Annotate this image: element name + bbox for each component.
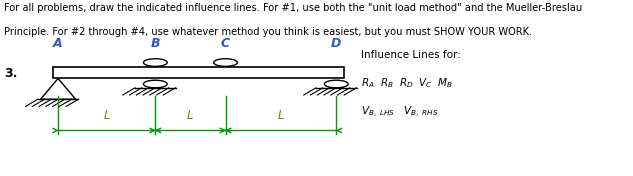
Circle shape	[324, 80, 348, 88]
Circle shape	[214, 59, 237, 66]
Text: C: C	[221, 37, 230, 50]
Text: $R_A$  $R_B$  $R_D$  $V_C$  $M_B$: $R_A$ $R_B$ $R_D$ $V_C$ $M_B$	[361, 76, 453, 90]
Text: A: A	[53, 37, 63, 50]
Bar	[53, 67, 344, 78]
Text: L: L	[278, 109, 284, 122]
Text: L: L	[187, 109, 194, 122]
Text: Principle. For #2 through #4, use whatever method you think is easiest, but you : Principle. For #2 through #4, use whatev…	[4, 27, 532, 37]
Text: For all problems, draw the indicated influence lines. For #1, use both the "unit: For all problems, draw the indicated inf…	[4, 3, 582, 13]
Text: L: L	[103, 109, 110, 122]
Text: D: D	[331, 37, 341, 50]
Circle shape	[144, 80, 167, 88]
Text: Influence Lines for:: Influence Lines for:	[361, 50, 460, 60]
Circle shape	[144, 59, 167, 66]
Text: 3.: 3.	[4, 67, 18, 80]
Text: $V_{B,\ LHS}$   $V_{B,\ RHS}$: $V_{B,\ LHS}$ $V_{B,\ RHS}$	[361, 105, 438, 120]
Text: B: B	[151, 37, 160, 50]
Polygon shape	[41, 78, 76, 99]
